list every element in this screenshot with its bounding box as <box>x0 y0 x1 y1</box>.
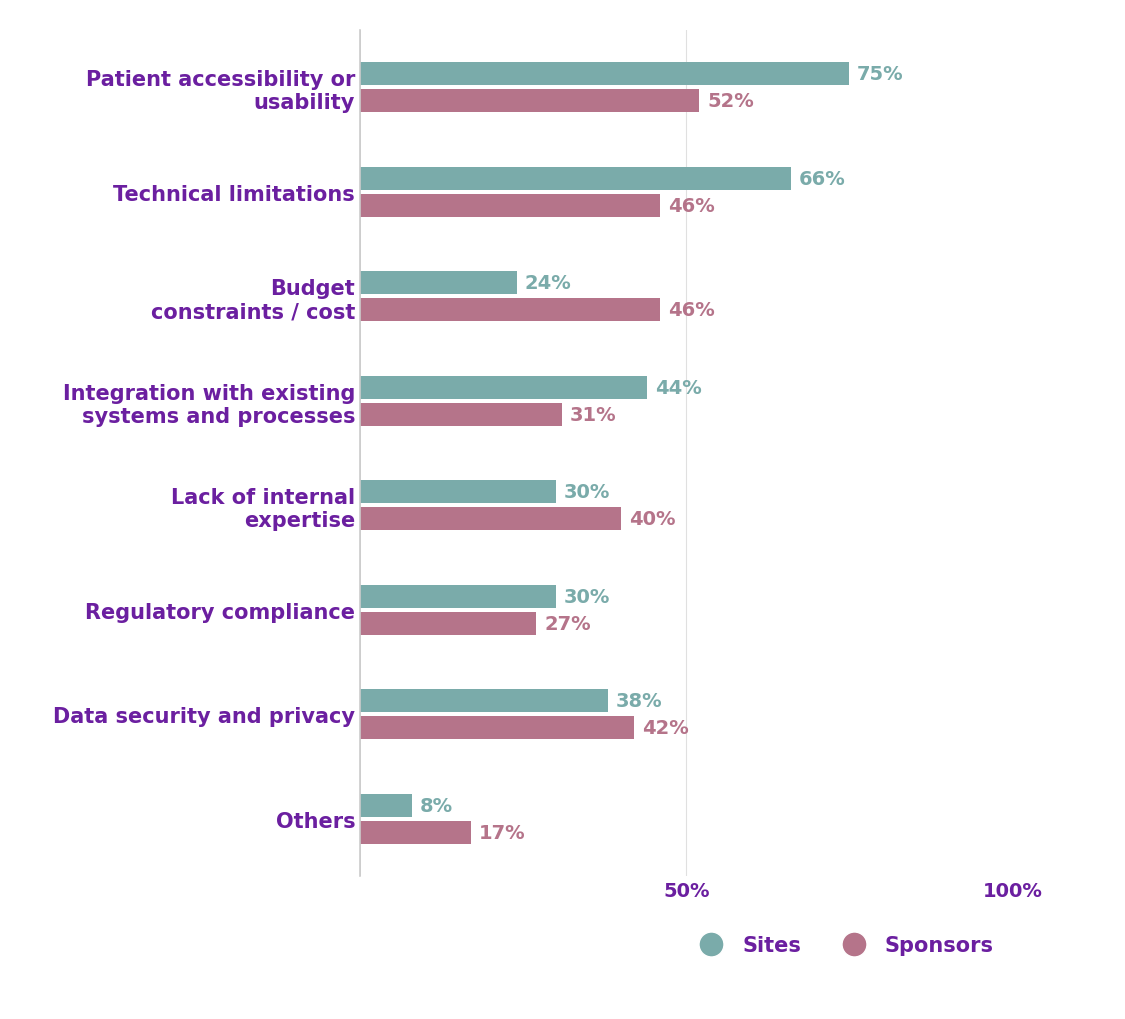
Text: 38%: 38% <box>615 692 663 710</box>
Text: 8%: 8% <box>420 796 453 815</box>
Text: 40%: 40% <box>629 510 675 529</box>
Bar <box>360 585 556 608</box>
Bar <box>360 272 516 294</box>
Text: 31%: 31% <box>570 406 616 424</box>
Text: 75%: 75% <box>857 65 903 84</box>
Text: 46%: 46% <box>668 301 714 320</box>
Bar <box>360 821 471 844</box>
Bar <box>360 167 791 191</box>
Bar <box>360 299 660 322</box>
Text: 52%: 52% <box>708 92 754 111</box>
Bar <box>360 794 412 817</box>
Text: 66%: 66% <box>799 169 845 189</box>
Bar <box>360 481 556 503</box>
Text: 17%: 17% <box>479 823 525 842</box>
Text: 30%: 30% <box>564 483 610 501</box>
Text: 46%: 46% <box>668 197 714 215</box>
Bar <box>360 690 608 712</box>
Text: 27%: 27% <box>544 614 591 633</box>
Text: 30%: 30% <box>564 587 610 606</box>
Text: 24%: 24% <box>524 274 572 292</box>
Bar <box>360 195 660 217</box>
Text: 42%: 42% <box>642 718 688 738</box>
Bar <box>360 90 700 113</box>
Bar <box>360 376 647 399</box>
Legend: Sites, Sponsors: Sites, Sponsors <box>682 926 1002 963</box>
Bar <box>360 507 621 531</box>
Bar <box>360 716 634 740</box>
Bar <box>360 612 537 635</box>
Text: 44%: 44% <box>655 378 702 397</box>
Bar <box>360 63 849 86</box>
Bar <box>360 404 562 426</box>
